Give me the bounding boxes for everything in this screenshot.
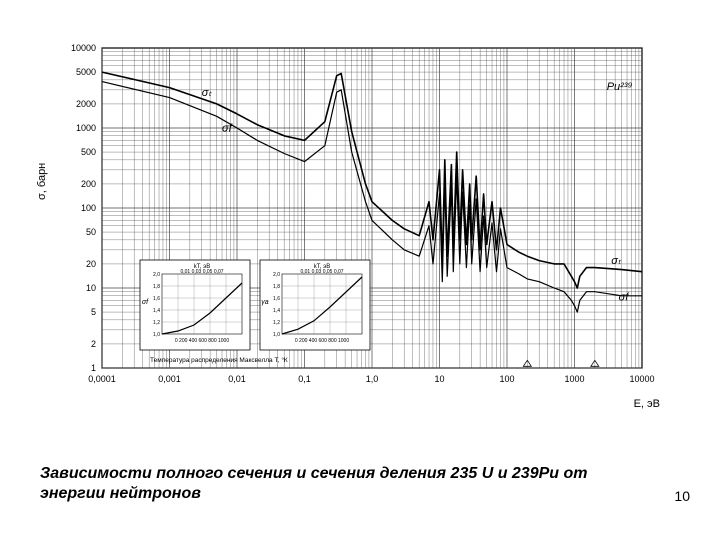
svg-text:σₜ: σₜ: [611, 255, 622, 267]
svg-text:1000: 1000: [564, 374, 584, 384]
svg-text:10: 10: [434, 374, 444, 384]
svg-text:1,8: 1,8: [273, 284, 280, 290]
svg-text:5: 5: [91, 307, 96, 317]
svg-text:1,6: 1,6: [153, 296, 160, 302]
page-number: 10: [674, 488, 690, 504]
svg-text:Температура распределения Макс: Температура распределения Максвелла Т, °…: [150, 356, 288, 364]
svg-text:0,01 0,03 0,05 0,07: 0,01 0,03 0,05 0,07: [300, 269, 343, 275]
svg-text:0,001: 0,001: [158, 374, 181, 384]
svg-text:1,6: 1,6: [273, 296, 280, 302]
svg-text:0 200 400 600 800 1000: 0 200 400 600 800 1000: [175, 338, 229, 344]
svg-text:1,4: 1,4: [273, 308, 280, 314]
svg-text:2,0: 2,0: [153, 272, 160, 278]
svg-text:2000: 2000: [76, 99, 96, 109]
svg-text:2,0: 2,0: [273, 272, 280, 278]
svg-text:σf: σf: [142, 299, 149, 306]
svg-text:0,0001: 0,0001: [88, 374, 116, 384]
svg-text:σf: σf: [619, 291, 630, 303]
main-chart: 0,0001 0,001 0,01 0,1 1,0 10 100 1000 10000 1 2 5 10…: [50, 40, 670, 410]
svg-text:1000: 1000: [76, 123, 96, 133]
y-axis-label: σ, барн: [36, 163, 48, 200]
svg-text:5000: 5000: [76, 67, 96, 77]
svg-text:1: 1: [91, 363, 96, 373]
svg-text:20: 20: [86, 259, 96, 269]
chart-svg: 0,0001 0,001 0,01 0,1 1,0 10 100 1000 10000 1 2 5 10…: [50, 40, 670, 410]
svg-text:200: 200: [81, 179, 96, 189]
svg-text:1,0: 1,0: [273, 332, 280, 338]
svg-text:0,01: 0,01: [228, 374, 246, 384]
svg-text:1,8: 1,8: [153, 284, 160, 290]
svg-text:500: 500: [81, 147, 96, 157]
svg-text:γa: γa: [261, 299, 269, 306]
svg-text:100: 100: [81, 203, 96, 213]
svg-text:1,0: 1,0: [153, 332, 160, 338]
figure-caption: Зависимости полного сечения и сечения де…: [40, 464, 600, 504]
svg-text:0,01 0,03 0,05 0,07: 0,01 0,03 0,05 0,07: [180, 269, 223, 275]
svg-text:10: 10: [86, 283, 96, 293]
svg-text:10000: 10000: [629, 374, 654, 384]
slide-root: σ, барн Е, эВ 0,00010,0010,010,11,010100…: [0, 0, 720, 540]
svg-text:1,2: 1,2: [273, 320, 280, 326]
svg-text:100: 100: [499, 374, 514, 384]
svg-text:50: 50: [86, 227, 96, 237]
svg-text:σf: σf: [222, 123, 233, 135]
svg-text:2: 2: [91, 339, 96, 349]
svg-text:Pu²³⁹: Pu²³⁹: [607, 81, 633, 93]
svg-text:1,2: 1,2: [153, 320, 160, 326]
svg-text:10000: 10000: [71, 43, 96, 53]
svg-text:0,1: 0,1: [298, 374, 311, 384]
svg-text:1,0: 1,0: [366, 374, 379, 384]
svg-text:σₜ: σₜ: [202, 87, 213, 99]
svg-text:0 200 400 600 800 1000: 0 200 400 600 800 1000: [295, 338, 349, 344]
svg-text:1,4: 1,4: [153, 308, 160, 314]
